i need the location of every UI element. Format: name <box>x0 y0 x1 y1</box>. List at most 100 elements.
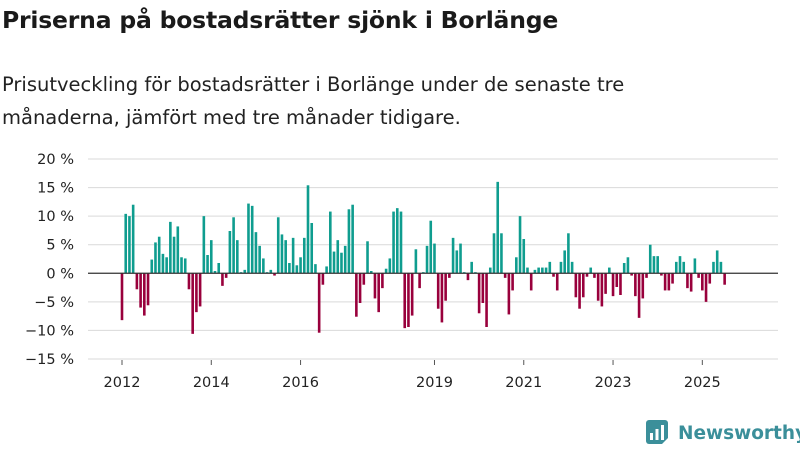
bar <box>392 211 395 274</box>
bar <box>191 273 194 334</box>
bar <box>570 261 574 274</box>
bar <box>637 273 641 318</box>
bar <box>206 255 209 274</box>
bar <box>663 273 667 291</box>
bar <box>581 273 585 298</box>
bar <box>183 258 187 274</box>
bar <box>161 253 165 274</box>
bar <box>407 273 410 327</box>
bar <box>317 273 321 333</box>
bar <box>154 242 157 274</box>
y-tick-label: 20 % <box>37 152 74 168</box>
bar <box>254 232 258 274</box>
x-tick-label: 2012 <box>104 375 141 391</box>
bar <box>120 273 124 321</box>
y-tick-label: −10 % <box>25 323 74 339</box>
bar <box>555 273 559 291</box>
bar <box>719 261 723 274</box>
bar <box>529 273 533 291</box>
bar <box>645 273 648 278</box>
bar <box>332 251 336 274</box>
bar <box>485 273 488 327</box>
bar <box>202 216 206 274</box>
bar <box>563 250 566 274</box>
bar <box>634 273 637 297</box>
x-tick-label: 2025 <box>684 375 721 391</box>
bar <box>578 273 581 309</box>
bar <box>258 245 261 274</box>
brand-logo: Newsworthy <box>646 420 800 446</box>
bar <box>626 257 630 274</box>
bar <box>611 273 615 297</box>
bar <box>176 226 180 274</box>
bar <box>600 273 604 307</box>
bar <box>448 273 451 278</box>
x-tick-label: 2016 <box>282 375 319 391</box>
bar <box>686 273 689 289</box>
bar <box>715 250 719 274</box>
bar <box>224 273 228 278</box>
bar <box>366 241 369 274</box>
bar <box>559 261 563 274</box>
bar <box>295 265 299 274</box>
bar <box>351 204 354 274</box>
bar <box>388 258 392 274</box>
bar <box>604 273 607 294</box>
bar <box>652 256 656 274</box>
bar <box>124 213 128 274</box>
bar <box>459 243 462 274</box>
bar <box>541 267 544 274</box>
bar <box>511 273 514 291</box>
bar <box>522 239 526 274</box>
y-tick-label: 15 % <box>37 181 74 197</box>
bar <box>674 261 678 274</box>
bar <box>362 273 366 285</box>
x-tick-label: 2019 <box>416 375 453 391</box>
bar <box>314 264 317 274</box>
bar <box>135 273 139 290</box>
bar <box>488 267 492 274</box>
bar <box>262 258 265 274</box>
bar <box>299 257 302 274</box>
bar <box>340 252 343 274</box>
bar <box>418 273 421 289</box>
x-tick-label: 2014 <box>193 375 230 391</box>
bar <box>697 273 700 278</box>
bar <box>589 267 593 274</box>
bar <box>165 257 168 274</box>
bar <box>291 237 295 274</box>
bar <box>593 273 596 278</box>
x-tick-label: 2021 <box>505 375 542 391</box>
bar <box>221 273 224 286</box>
bar <box>410 273 414 316</box>
bar <box>336 240 340 274</box>
x-axis-ticks: 2012 2014 2016 2019 2021 2023 2025 <box>104 360 721 391</box>
bar <box>451 237 455 274</box>
bar <box>500 233 503 274</box>
bar <box>723 273 726 285</box>
bar <box>157 236 161 274</box>
bar <box>243 269 247 274</box>
bar <box>395 208 399 274</box>
bar <box>678 256 682 274</box>
bar <box>310 223 314 274</box>
bar <box>574 273 578 298</box>
y-axis-ticks: 20 % 15 % 10 % 5 % 0 % −5 % −10 % −15 % <box>25 152 74 368</box>
bar <box>526 267 529 274</box>
bar <box>355 273 358 317</box>
bar <box>537 267 540 274</box>
bar <box>247 203 250 274</box>
annotation-label: −2 % <box>722 0 762 4</box>
bar <box>622 263 626 274</box>
chart-title: Priserna på bostadsrätter sjönk i Borlän… <box>2 6 559 34</box>
bar <box>236 240 239 274</box>
bar <box>369 271 373 274</box>
bar <box>630 273 633 276</box>
bar <box>377 273 380 313</box>
annotation-group: −2 % <box>722 0 762 4</box>
bar <box>596 273 600 301</box>
bar <box>250 205 254 274</box>
bar <box>180 257 183 274</box>
x-tick-label: 2023 <box>595 375 632 391</box>
bar <box>280 234 284 274</box>
